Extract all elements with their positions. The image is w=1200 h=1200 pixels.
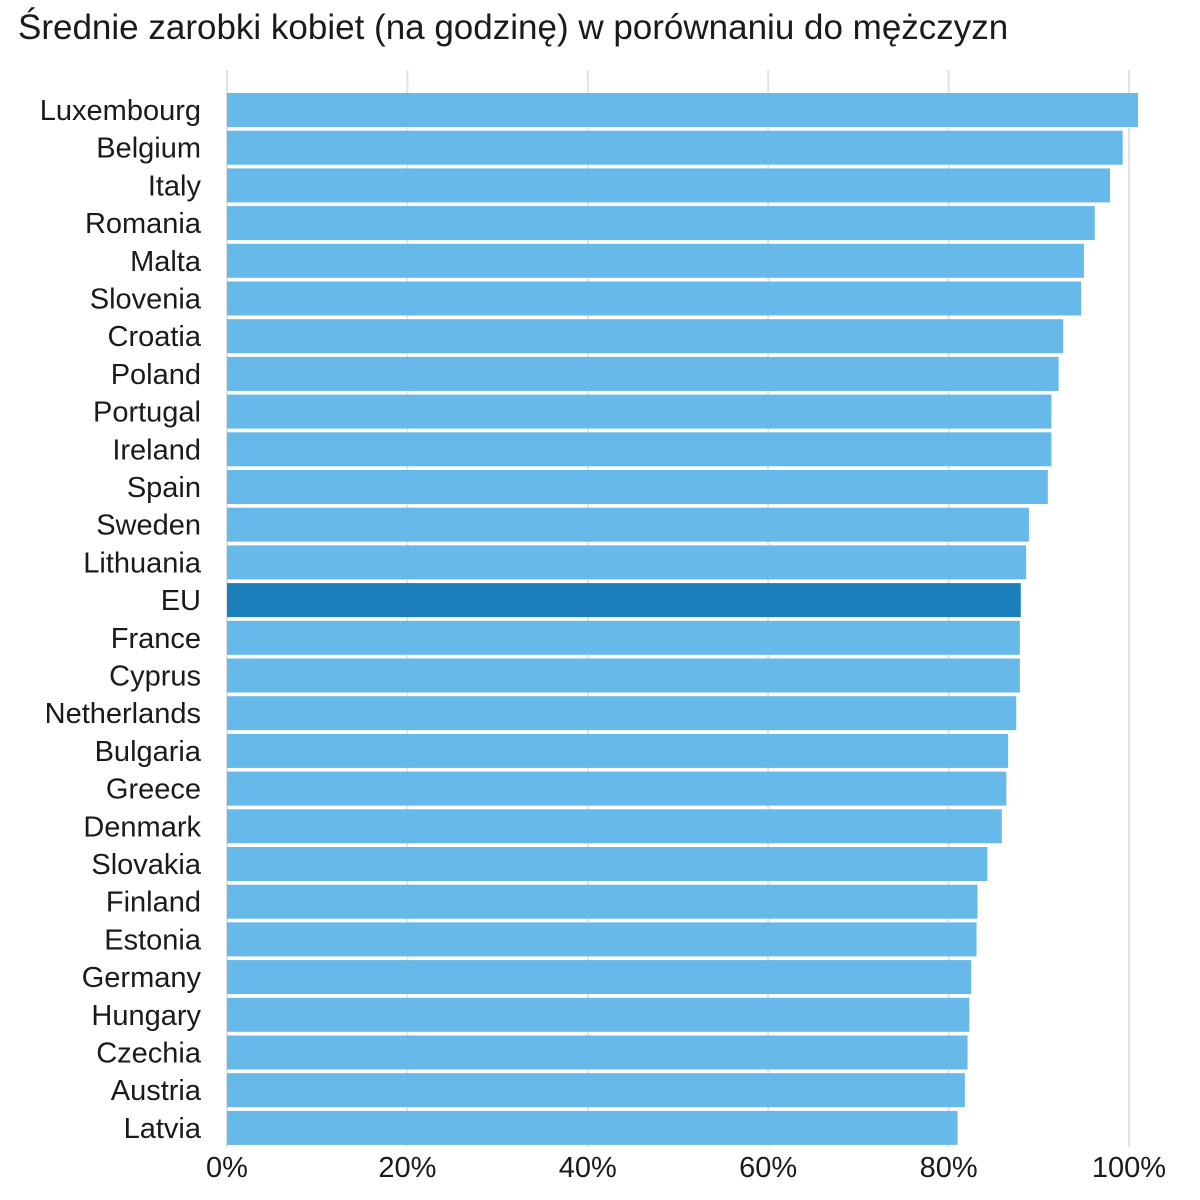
bar xyxy=(227,960,972,995)
x-tick-label: 100% xyxy=(1092,1152,1166,1184)
category-label: Belgium xyxy=(96,133,201,165)
bar xyxy=(227,997,970,1032)
category-label: Sweden xyxy=(96,510,201,542)
category-label: Romania xyxy=(85,208,202,240)
bar xyxy=(227,319,1064,354)
bar xyxy=(227,281,1082,316)
x-tick-label: 60% xyxy=(739,1152,797,1184)
category-label: Austria xyxy=(111,1075,202,1107)
bar xyxy=(227,168,1111,203)
bar xyxy=(227,620,1020,655)
category-label: Estonia xyxy=(104,924,202,956)
chart-title: Średnie zarobki kobiet (na godzinę) w po… xyxy=(18,8,1009,47)
x-tick-label: 80% xyxy=(920,1152,978,1184)
category-label: Croatia xyxy=(108,321,202,353)
bar xyxy=(227,206,1095,241)
bar xyxy=(227,922,977,957)
category-label: Lithuania xyxy=(83,547,202,579)
bar xyxy=(227,696,1017,731)
category-label: EU xyxy=(161,585,201,617)
bar xyxy=(227,733,1009,768)
category-label: Slovenia xyxy=(90,284,202,316)
bar xyxy=(227,847,988,881)
category-label: Finland xyxy=(106,887,201,919)
bar-highlight xyxy=(227,583,1021,618)
bars xyxy=(227,93,1139,1145)
category-label: Denmark xyxy=(83,811,201,843)
category-label: Poland xyxy=(111,359,201,391)
bar xyxy=(227,1110,958,1145)
x-tick-label: 40% xyxy=(559,1152,617,1184)
category-label: Slovakia xyxy=(91,849,201,881)
bar xyxy=(227,658,1020,693)
category-label: Greece xyxy=(106,774,201,806)
bar xyxy=(227,1073,965,1108)
category-label: Netherlands xyxy=(45,698,201,730)
bar xyxy=(227,394,1052,429)
category-label: Czechia xyxy=(96,1038,202,1070)
x-tick-label: 20% xyxy=(378,1152,436,1184)
category-label: Cyprus xyxy=(109,661,201,693)
bar xyxy=(227,470,1048,504)
bar xyxy=(227,545,1027,580)
category-label: Italy xyxy=(148,170,202,202)
x-axis-tick-labels: 0% 20% 40% 60% 80% 100% xyxy=(206,1152,1166,1184)
category-label: Ireland xyxy=(112,434,201,466)
x-tick-label: 0% xyxy=(206,1152,248,1184)
category-label: Bulgaria xyxy=(95,736,202,768)
category-label: France xyxy=(111,623,201,655)
category-labels: Luxembourg Belgium Italy Romania Malta Sloven… xyxy=(40,95,202,1145)
category-label: Germany xyxy=(82,962,202,994)
category-label: Luxembourg xyxy=(40,95,201,127)
bar xyxy=(227,93,1139,127)
bar xyxy=(227,1035,968,1070)
bar xyxy=(227,356,1059,391)
category-label: Malta xyxy=(130,246,202,278)
category-label: Hungary xyxy=(91,1000,201,1032)
bar xyxy=(227,243,1084,278)
bar xyxy=(227,432,1052,467)
bar xyxy=(227,809,1002,844)
bar xyxy=(227,507,1029,542)
category-label: Portugal xyxy=(93,397,201,429)
bar xyxy=(227,884,978,919)
category-label: Spain xyxy=(127,472,201,504)
bar xyxy=(227,130,1123,165)
bar xyxy=(227,771,1007,806)
category-label: Latvia xyxy=(124,1113,202,1145)
